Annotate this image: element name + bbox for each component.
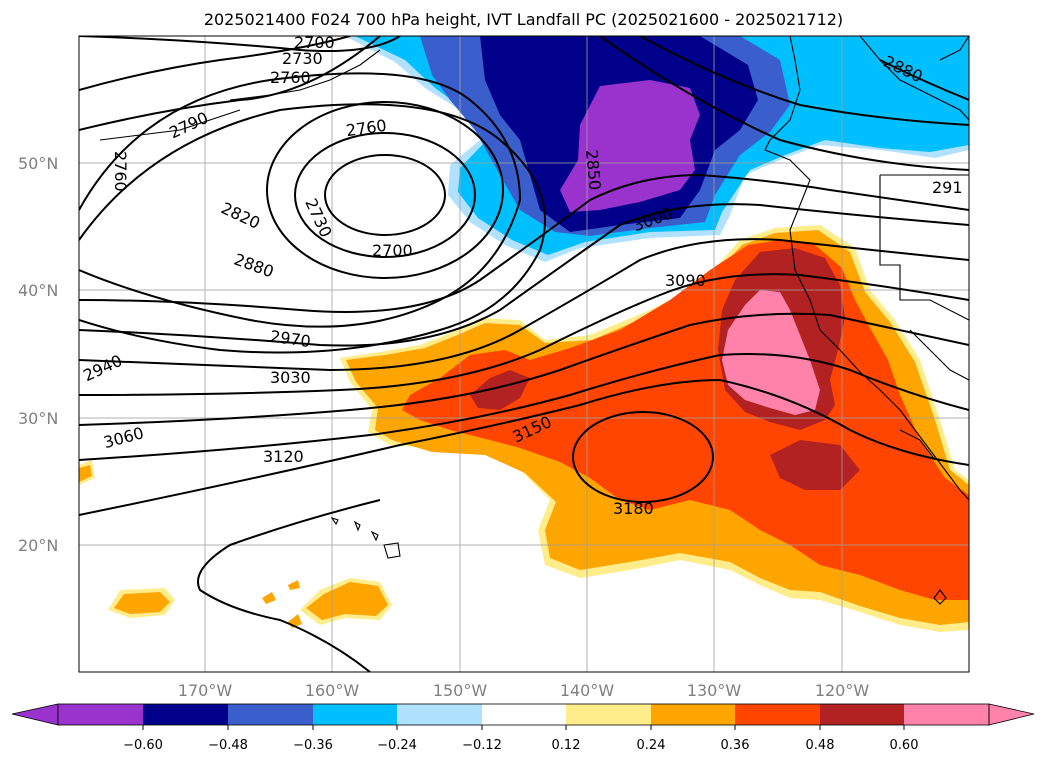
colorbar-bin	[651, 704, 735, 725]
colorbar-tick-label: −0.36	[293, 738, 333, 753]
contour-label: 2760	[270, 68, 311, 87]
colorbar-bin	[482, 704, 566, 725]
colorbar-bin	[228, 704, 313, 725]
colorbar-bin	[735, 704, 820, 725]
contour-label: 3180	[613, 499, 654, 518]
colorbar-tick-label: −0.24	[377, 738, 417, 753]
lat-label-50n: 50°N	[18, 154, 58, 173]
colorbar-bin	[58, 704, 143, 725]
colorbar-bin	[397, 704, 482, 725]
contour-label: 2700	[372, 241, 413, 260]
colorbar: −0.60 −0.48 −0.36 −0.24 −0.12 0.12 0.24 …	[11, 703, 1035, 753]
contour-label: 291	[932, 178, 963, 197]
latitude-labels: 50°N 40°N 30°N 20°N	[18, 154, 58, 555]
lon-label-170w: 170°W	[178, 681, 233, 700]
lon-label-140w: 140°W	[560, 681, 615, 700]
colorbar-tick-label: 0.60	[890, 738, 919, 753]
lat-label-40n: 40°N	[18, 281, 58, 300]
contour-label: 3030	[270, 368, 311, 387]
map-title: 2025021400 F024 700 hPa height, IVT Land…	[203, 10, 844, 29]
colorbar-tick-label: −0.12	[462, 738, 502, 753]
positive-ivt-region	[79, 225, 969, 632]
lon-label-150w: 150°W	[433, 681, 488, 700]
contour-label: 3120	[263, 447, 304, 466]
colorbar-bin	[904, 704, 989, 725]
colorbar-bin	[313, 704, 397, 725]
lat-label-30n: 30°N	[18, 409, 58, 428]
colorbar-tick-labels: −0.60 −0.48 −0.36 −0.24 −0.12 0.12 0.24 …	[123, 738, 918, 753]
contour-label: 3090	[665, 271, 706, 290]
colorbar-bin	[143, 704, 228, 725]
colorbar-tick-label: 0.24	[637, 738, 666, 753]
negative-ivt-region	[345, 36, 969, 262]
lon-label-120w: 120°W	[815, 681, 870, 700]
colorbar-extend-low	[11, 703, 59, 726]
colorbar-tick-label: 0.12	[552, 738, 581, 753]
colorbar-ticks	[142, 725, 905, 730]
colorbar-tick-label: −0.60	[123, 738, 163, 753]
colorbar-tick-label: −0.48	[208, 738, 248, 753]
map-frame	[78, 35, 970, 673]
colorbar-tick-label: 0.36	[721, 738, 750, 753]
lon-label-130w: 130°W	[687, 681, 742, 700]
contour-label: 2850	[582, 149, 604, 191]
colorbar-bin	[566, 704, 651, 725]
lat-label-20n: 20°N	[18, 536, 58, 555]
shade-pos-060	[722, 290, 820, 415]
colorbar-tick-label: 0.48	[806, 738, 835, 753]
contour-label: 2730	[282, 49, 323, 68]
colorbar-bin	[820, 704, 904, 725]
height-contours	[79, 36, 969, 672]
contour-label: 2700	[294, 33, 335, 52]
map-panel: 2700 2730 2760 2790 2760 2760 2730 2700 …	[79, 33, 969, 672]
colorbar-extend-high	[988, 703, 1035, 726]
longitude-labels: 170°W 160°W 150°W 140°W 130°W 120°W	[178, 681, 870, 700]
shade-neg-060	[560, 80, 700, 212]
colorbar-frame	[57, 703, 990, 726]
contour-label: 2760	[111, 151, 130, 192]
lon-label-160w: 160°W	[305, 681, 360, 700]
